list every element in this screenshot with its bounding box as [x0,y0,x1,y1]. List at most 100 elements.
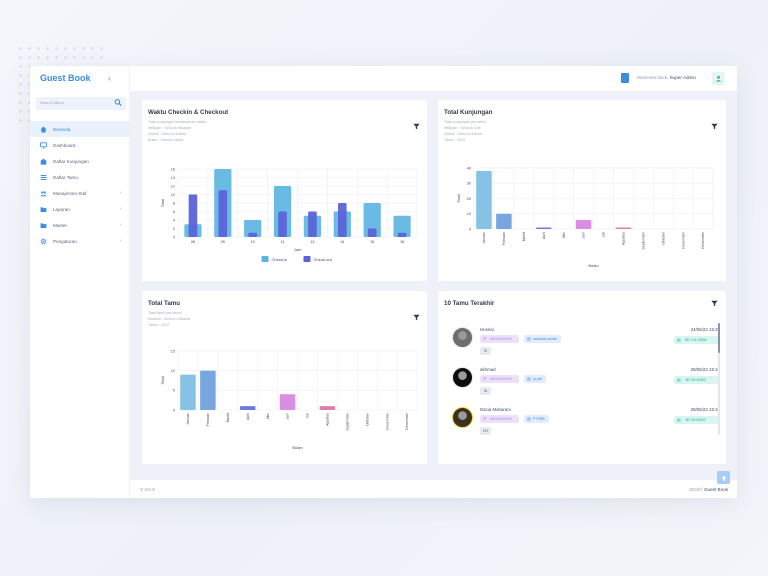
building-icon: ▥ [527,376,531,381]
copyright-year: 2022© [689,487,703,492]
topbar: Welcome back, Super Admin [130,66,737,91]
bar[interactable] [575,219,592,229]
list-item[interactable]: akhmad ✆ 0821234XXXX ▥ pt.pbh IN 28/06/22 15:1… [452,367,720,403]
user-icon [715,75,722,82]
bar-checkin[interactable] [393,215,411,237]
sidebar-item-label: Daftar Tamu [53,174,78,180]
bar-checkout[interactable] [278,211,287,238]
user-name: Super Admin [669,75,696,80]
bar[interactable] [319,406,336,410]
legend-swatch[interactable] [303,256,311,262]
list-item[interactable]: Husnai ✆ 0821234XXXX ▥ sekawan media SI 24/06/… [452,327,720,363]
x-tick-label: April [542,232,546,239]
x-tick-label: 13 [310,240,314,244]
search-input[interactable]: Search Menu [40,100,64,105]
card-subtitle: Kantor : Seluruh Kantor [148,132,187,136]
sidebar: Guest Book ‹ Search Menu Beranda Dashboar… [30,66,130,498]
guest-institution-badge: ▥ PT.PBB [524,415,549,423]
user-avatar-button[interactable] [712,72,725,85]
legend-swatch[interactable] [261,256,269,262]
version-text: V 3.0.3 [140,487,155,492]
collapse-sidebar-button[interactable]: ‹ [108,73,111,83]
sidebar-item-label: Laporan [53,206,70,212]
id-card-icon: ▤ [677,417,681,422]
sidebar-item-label: Beranda [53,126,71,132]
sidebar-item-master[interactable]: Master › [30,217,130,233]
sidebar-menu: Beranda Dashboard Daftar Kunjungan Daftar T… [30,121,130,249]
filter-icon[interactable] [413,123,420,130]
scrollbar[interactable] [718,323,720,435]
bar[interactable] [279,394,296,410]
sidebar-item-dashboard[interactable]: Dashboard [30,137,130,153]
bar-checkout[interactable] [397,232,407,237]
scrollbar-thumb[interactable] [718,323,720,353]
x-axis-title: Bulan [588,263,598,268]
guest-institution: sekawan media [533,337,557,341]
building-icon: ▥ [527,416,531,421]
bar[interactable] [615,227,632,229]
y-tick-label: 12 [171,184,175,188]
filter-icon[interactable] [711,123,718,130]
bar[interactable] [476,171,492,229]
scroll-to-top-button[interactable] [717,471,730,484]
x-tick-label: 09 [221,240,225,244]
guest-code: JKT-W-10002 [685,418,706,422]
sidebar-item-pengaturan[interactable]: Pengaturan › [30,233,130,249]
bar-checkin[interactable] [244,220,262,237]
guest-tag: SI [480,347,491,355]
card-subtitle: Instansi : Seluruh Instansi [148,317,191,321]
bar-checkout[interactable] [188,194,198,238]
legend-label[interactable]: Check-in [272,257,288,262]
x-tick-label: Desember [405,412,409,429]
bar-checkout[interactable] [218,190,228,237]
x-tick-label: Maret [522,232,526,241]
guest-code-badge: ▤ JKT-W-10003 [674,376,720,384]
y-tick-label: 15 [171,349,175,353]
sidebar-item-label: Manajemen Staf [53,190,87,196]
bar[interactable] [239,406,256,410]
guest-code-badge: ▤ JKT-W-10002 [674,416,720,424]
card-subtitle: Total kunjungan berdasarkan waktu [148,120,207,124]
bar-checkout[interactable] [248,232,257,237]
legend-label[interactable]: Check-out [314,257,333,262]
sidebar-item-label: Pengaturan [53,238,77,244]
card-subtitle: Tahun : 2022 [148,323,170,327]
bar-checkin[interactable] [363,203,381,237]
sidebar-item-daftar-tamu[interactable]: Daftar Tamu [30,169,130,185]
bar[interactable] [496,213,512,229]
menu-search[interactable]: Search Menu [36,97,126,110]
x-tick-label: Mei [266,413,270,419]
card-subtitle: Bulan : Seluruh Masa [148,138,184,142]
avatar [452,367,473,388]
bar[interactable] [200,370,216,410]
guest-tag: IN [480,387,491,395]
bar-checkout[interactable] [367,228,377,238]
bar[interactable] [180,374,196,410]
users-icon [39,189,47,197]
sidebar-item-laporan[interactable]: Laporan › [30,201,130,217]
sidebar-item-manajemen-staf[interactable]: Manajemen Staf › [30,185,130,201]
phone-icon: ✆ [483,376,487,381]
welcome-text: Welcome back, Super Admin [637,75,696,80]
guest-name: Dacia Maharani [480,407,511,412]
filter-icon[interactable] [413,314,420,321]
chevron-right-icon: › [119,206,121,212]
x-tick-label: Juni [582,232,586,239]
y-tick-label: 10 [467,212,471,216]
filter-icon[interactable] [711,300,718,307]
search-icon[interactable] [114,98,122,107]
list-item[interactable]: Dacia Maharani ✆ 0821234XXXX ▥ PT.PBB EN 28/06… [452,407,720,443]
y-tick-label: 4 [173,218,175,222]
chevron-right-icon: › [119,222,121,228]
sidebar-item-daftar-kunjungan[interactable]: Daftar Kunjungan [30,153,130,169]
avatar [452,327,473,348]
y-axis-title: Total [160,376,165,385]
bar[interactable] [535,227,552,229]
building-icon: ▥ [527,336,531,341]
bar-checkout[interactable] [308,211,317,238]
bar-checkout[interactable] [338,203,347,237]
x-tick-label: Agustus [622,232,626,245]
x-tick-label: Januari [482,232,486,244]
sidebar-item-beranda[interactable]: Beranda [30,121,130,137]
phone-icon: ✆ [483,416,487,421]
